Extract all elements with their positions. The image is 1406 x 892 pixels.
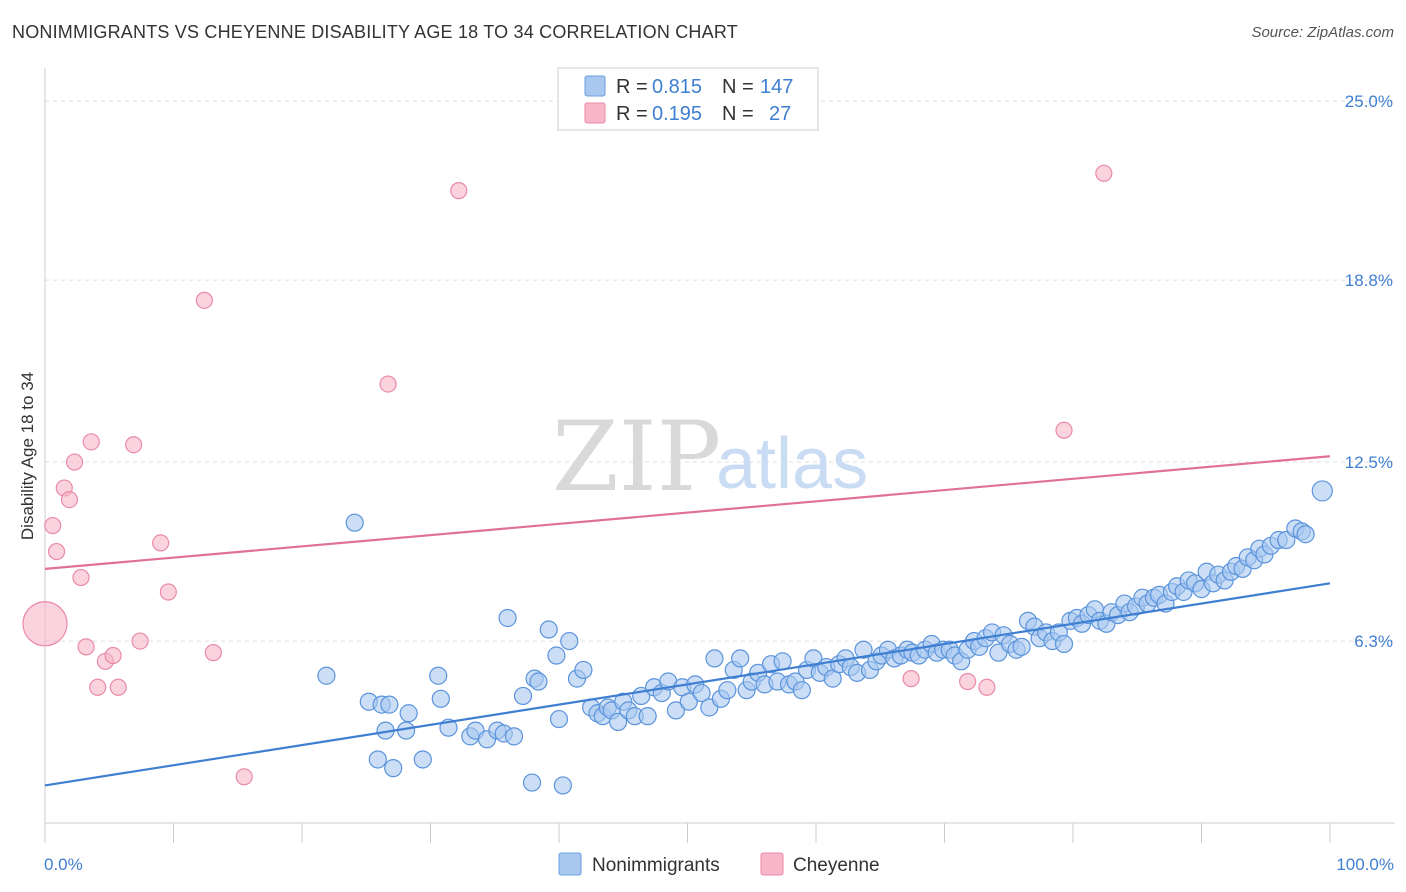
legend: R = 0.815 N = 147 R = 0.195 N = 27 bbox=[557, 67, 819, 131]
nonimmigrants-point bbox=[413, 750, 432, 769]
nonimmigrants-point bbox=[705, 649, 724, 668]
nonimmigrants-trendline bbox=[44, 582, 1331, 787]
cheyenne-point bbox=[22, 601, 68, 647]
cheyenne-point bbox=[1055, 421, 1073, 439]
nonimmigrants-point bbox=[1012, 637, 1031, 656]
cheyenne-point bbox=[902, 670, 920, 688]
bottom-legend: Nonimmigrants Cheyenne bbox=[558, 852, 880, 876]
watermark: ZIP atlas bbox=[552, 401, 868, 513]
y-tick-label: 25.0% bbox=[1345, 92, 1393, 111]
cheyenne-point bbox=[152, 534, 170, 552]
cheyenne-point bbox=[959, 672, 977, 691]
nonimmigrants-point bbox=[1296, 525, 1315, 544]
y-axis-title: Disability Age 18 to 34 bbox=[18, 372, 37, 540]
nonimmigrants-point bbox=[638, 707, 657, 726]
cheyenne-point bbox=[44, 516, 62, 535]
nonimmigrants-point bbox=[1311, 480, 1333, 502]
cheyenne-point bbox=[131, 632, 149, 650]
nonimmigrants-point bbox=[429, 666, 448, 685]
nonimmigrants-point bbox=[773, 652, 792, 671]
legend-n-label: N = bbox=[722, 76, 754, 98]
data-points bbox=[22, 164, 1333, 795]
nonimmigrants-point bbox=[718, 681, 737, 700]
cheyenne-point bbox=[125, 436, 143, 454]
legend-r-value: 0.195 bbox=[652, 103, 702, 125]
nonimmigrants-point bbox=[792, 681, 811, 700]
cheyenne-point bbox=[82, 433, 100, 451]
cheyenne-point bbox=[47, 542, 66, 561]
nonimmigrants-point bbox=[679, 692, 698, 711]
legend-n-value: 27 bbox=[769, 103, 791, 125]
bottom-legend-swatch-nonimmigrants bbox=[558, 852, 582, 876]
nonimmigrants-point bbox=[498, 608, 517, 628]
bottom-legend-swatch-cheyenne bbox=[760, 852, 784, 876]
nonimmigrants-point bbox=[553, 776, 572, 795]
cheyenne-point bbox=[89, 678, 107, 696]
legend-swatch-nonimmigrants bbox=[584, 75, 606, 97]
gridlines bbox=[45, 100, 1395, 642]
cheyenne-point bbox=[235, 768, 253, 786]
nonimmigrants-point bbox=[345, 513, 364, 532]
nonimmigrants-point bbox=[431, 689, 450, 708]
nonimmigrants-point bbox=[560, 631, 579, 651]
axes bbox=[44, 68, 1395, 843]
cheyenne-point bbox=[104, 646, 122, 665]
cheyenne-point bbox=[60, 490, 79, 509]
cheyenne-point bbox=[204, 644, 222, 662]
x-tick-label: 0.0% bbox=[44, 855, 83, 874]
nonimmigrants-point bbox=[539, 620, 558, 639]
nonimmigrants-point bbox=[384, 759, 403, 778]
y-tick-label: 18.8% bbox=[1345, 271, 1393, 290]
nonimmigrants-point bbox=[854, 640, 873, 659]
nonimmigrants-point bbox=[380, 695, 399, 714]
cheyenne-point bbox=[72, 568, 90, 587]
nonimmigrants-point bbox=[529, 672, 548, 691]
legend-n-label: N = bbox=[722, 103, 754, 125]
nonimmigrants-point bbox=[549, 709, 569, 729]
x-tick-label: 100.0% bbox=[1336, 855, 1394, 874]
legend-r-label: R = bbox=[616, 76, 648, 98]
nonimmigrants-point bbox=[692, 683, 711, 703]
cheyenne-point bbox=[978, 678, 996, 696]
source-credit: Source: ZipAtlas.com bbox=[1251, 24, 1394, 41]
legend-swatch-cheyenne bbox=[584, 102, 606, 124]
y-tick-label: 12.5% bbox=[1345, 453, 1393, 472]
bottom-legend-label-nonimmigrants: Nonimmigrants bbox=[592, 855, 720, 876]
cheyenne-point bbox=[159, 583, 177, 601]
cheyenne-point bbox=[109, 678, 127, 696]
nonimmigrants-point bbox=[574, 660, 593, 680]
nonimmigrants-point bbox=[317, 666, 336, 685]
nonimmigrants-point bbox=[666, 701, 686, 720]
y-tick-label: 6.3% bbox=[1354, 632, 1393, 651]
cheyenne-point bbox=[77, 638, 95, 656]
watermark-atlas: atlas bbox=[716, 424, 868, 504]
legend-r-value: 0.815 bbox=[652, 76, 702, 98]
nonimmigrants-point bbox=[399, 704, 418, 723]
legend-r-label: R = bbox=[616, 103, 648, 125]
tick-labels: 6.3% 12.5% 18.8% 25.0% 0.0% 100.0% bbox=[44, 92, 1394, 874]
watermark-zip: ZIP bbox=[552, 401, 721, 513]
cheyenne-point bbox=[65, 453, 84, 471]
cheyenne-trendline bbox=[44, 455, 1331, 570]
cheyenne-point bbox=[379, 375, 397, 393]
chart-title: NONIMMIGRANTS VS CHEYENNE DISABILITY AGE… bbox=[12, 22, 738, 42]
legend-n-value: 147 bbox=[760, 76, 793, 98]
bottom-legend-label-cheyenne: Cheyenne bbox=[793, 855, 880, 876]
nonimmigrants-point bbox=[368, 750, 387, 769]
trendlines bbox=[44, 455, 1331, 787]
nonimmigrants-point bbox=[1054, 634, 1074, 654]
cheyenne-point bbox=[1095, 164, 1113, 182]
nonimmigrants-point bbox=[731, 649, 750, 668]
nonimmigrants-point bbox=[609, 712, 628, 732]
nonimmigrants-point bbox=[513, 686, 533, 706]
nonimmigrants-point bbox=[547, 646, 566, 665]
nonimmigrants-point bbox=[504, 727, 524, 746]
cheyenne-point bbox=[450, 182, 468, 200]
cheyenne-point bbox=[195, 291, 213, 309]
nonimmigrants-point bbox=[522, 773, 542, 792]
